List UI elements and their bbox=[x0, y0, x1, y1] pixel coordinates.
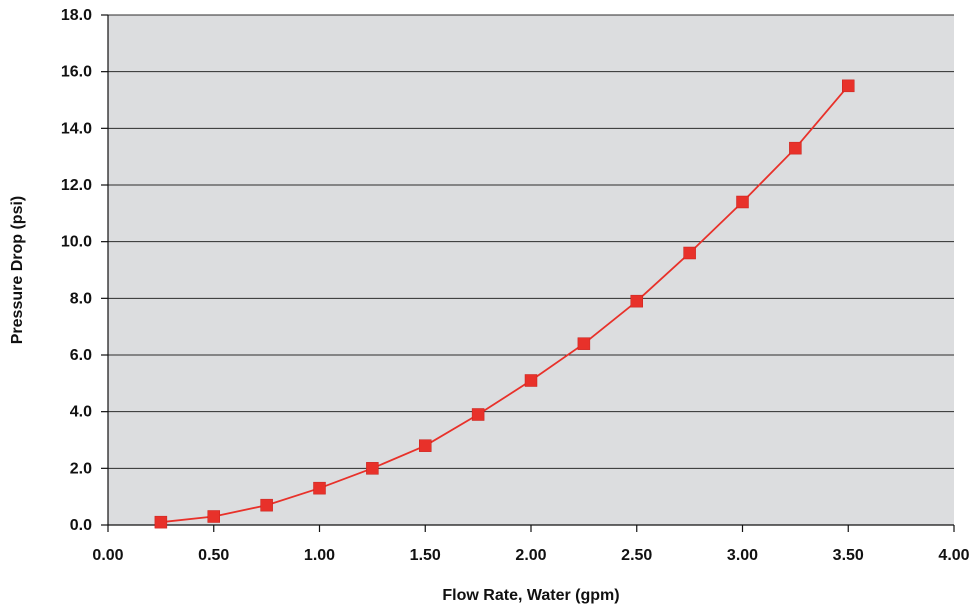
data-point-marker bbox=[842, 79, 855, 93]
x-tick-label: 3.50 bbox=[833, 547, 864, 564]
x-tick-label: 1.00 bbox=[304, 547, 335, 564]
data-point-marker bbox=[366, 462, 379, 475]
data-point-marker bbox=[260, 498, 273, 512]
x-tick-label: 0.50 bbox=[198, 547, 229, 564]
data-point-marker bbox=[789, 141, 802, 155]
data-point-marker bbox=[207, 510, 220, 523]
x-tick-label: 3.00 bbox=[727, 547, 758, 564]
x-tick-label: 0.00 bbox=[92, 547, 123, 564]
data-point-marker bbox=[154, 515, 168, 529]
data-point-marker bbox=[471, 408, 485, 421]
x-axis-title: Flow Rate, Water (gpm) bbox=[442, 587, 619, 604]
x-tick-label: 2.50 bbox=[621, 547, 652, 564]
y-tick-label: 2.0 bbox=[70, 460, 92, 477]
y-tick-label: 12.0 bbox=[61, 177, 92, 194]
grid-lines bbox=[108, 14, 954, 469]
y-tick-labels: 0.0 2.0 4.0 6.0 8.0 10.0 12.0 14.0 16.0 18.0 bbox=[61, 7, 108, 534]
plot-area bbox=[108, 15, 954, 525]
y-tick-label: 10.0 bbox=[61, 234, 92, 251]
series-line bbox=[160, 85, 849, 524]
y-tick-label: 18.0 bbox=[61, 7, 92, 24]
y-axis-title: Pressure Drop (psi) bbox=[9, 196, 26, 344]
data-point-marker bbox=[683, 246, 696, 260]
y-tick-label: 6.0 bbox=[70, 347, 92, 364]
data-point-marker bbox=[419, 439, 432, 452]
data-point-marker bbox=[577, 337, 591, 350]
x-tick-label: 2.00 bbox=[515, 547, 546, 564]
data-point-marker bbox=[524, 374, 538, 387]
data-point-marker bbox=[313, 481, 326, 495]
y-tick-label: 0.0 bbox=[70, 517, 92, 534]
y-tick-label: 8.0 bbox=[70, 290, 92, 307]
series-layer bbox=[154, 79, 855, 529]
y-tick-label: 14.0 bbox=[61, 120, 92, 137]
x-tick-label: 1.50 bbox=[410, 547, 441, 564]
y-tick-label: 16.0 bbox=[61, 64, 92, 81]
data-point-marker bbox=[736, 195, 749, 209]
x-tick-labels: 0.00 0.50 1.00 1.50 2.00 2.50 3.00 3.50 4.00 bbox=[92, 525, 970, 564]
x-tick-label: 4.00 bbox=[938, 547, 969, 564]
y-tick-label: 4.0 bbox=[70, 404, 92, 421]
data-point-marker bbox=[630, 294, 643, 308]
